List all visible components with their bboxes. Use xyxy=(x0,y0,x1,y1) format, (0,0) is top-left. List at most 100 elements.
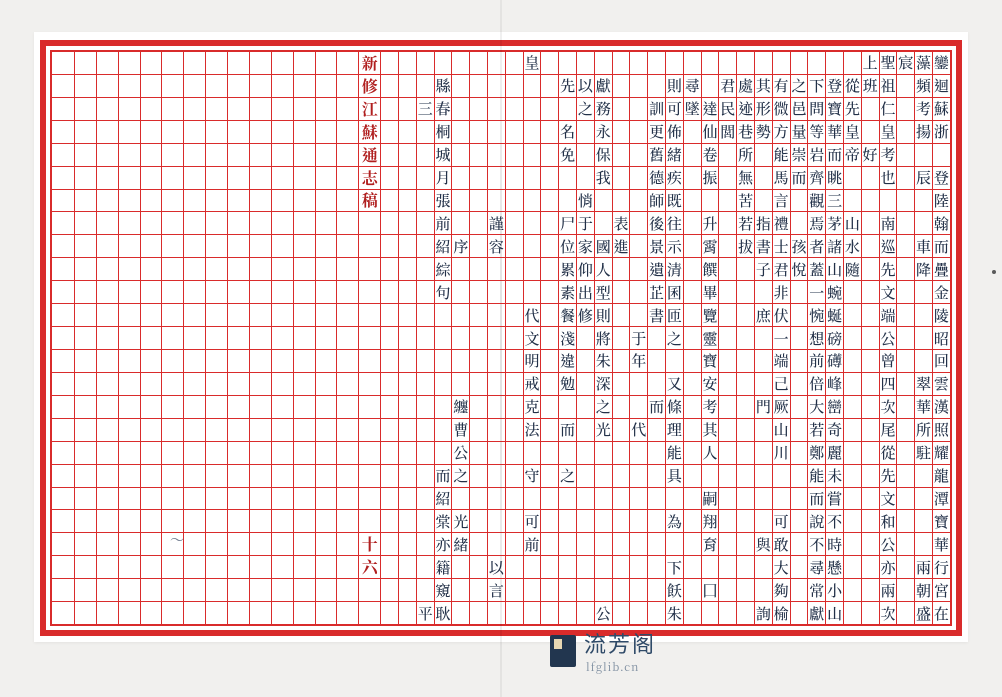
grid-cell xyxy=(97,121,118,144)
grid-cell xyxy=(897,510,914,533)
grid-cell xyxy=(488,75,505,98)
grid-cell xyxy=(75,350,96,373)
grid-cell xyxy=(915,281,932,304)
grid-cell xyxy=(294,419,315,442)
grid-cell: 疾 xyxy=(666,167,683,190)
artifact-dot xyxy=(992,270,996,274)
grid-cell xyxy=(470,327,487,350)
grid-cell xyxy=(294,373,315,396)
grid-cell xyxy=(399,602,416,624)
text-column: 表進 xyxy=(612,52,630,624)
grid-cell xyxy=(206,442,227,465)
grid-cell: 之 xyxy=(452,465,469,488)
grid-cell: 藻 xyxy=(915,52,932,75)
grid-cell xyxy=(897,419,914,442)
grid-cell: 尋 xyxy=(808,556,825,579)
grid-cell: 耿 xyxy=(435,602,452,624)
grid-cell xyxy=(648,510,665,533)
grid-cell xyxy=(97,235,118,258)
grid-cell xyxy=(316,419,337,442)
grid-cell xyxy=(737,465,754,488)
grid-cell xyxy=(417,212,434,235)
grid-cell xyxy=(684,602,701,624)
grid-cell: 疊 xyxy=(933,258,950,281)
footer-watermark: 流芳阁 lfglib.cn xyxy=(550,627,656,675)
grid-cell xyxy=(541,465,558,488)
grid-cell xyxy=(613,281,630,304)
grid-cell: 不 xyxy=(826,510,843,533)
grid-cell xyxy=(337,442,358,465)
grid-cell xyxy=(228,350,249,373)
grid-cell xyxy=(206,419,227,442)
grid-cell xyxy=(381,144,398,167)
grid-cell xyxy=(488,419,505,442)
grid-cell: 尸 xyxy=(559,212,576,235)
grid-cell xyxy=(381,602,398,624)
grid-cell xyxy=(399,304,416,327)
grid-cell xyxy=(470,373,487,396)
grid-cell xyxy=(52,396,74,419)
grid-cell xyxy=(75,52,96,75)
grid-cell xyxy=(719,602,736,624)
grid-cell xyxy=(541,235,558,258)
grid-cell xyxy=(184,304,205,327)
grid-cell xyxy=(684,121,701,144)
grid-cell xyxy=(97,556,118,579)
grid-cell xyxy=(316,488,337,511)
grid-cell xyxy=(250,52,271,75)
grid-cell xyxy=(862,488,879,511)
grid-cell xyxy=(316,556,337,579)
grid-cell xyxy=(897,235,914,258)
grid-cell: 形 xyxy=(755,98,772,121)
grid-cell xyxy=(337,75,358,98)
grid-cell xyxy=(399,488,416,511)
grid-cell xyxy=(119,602,140,624)
grid-cell xyxy=(844,167,861,190)
grid-cell xyxy=(719,190,736,213)
grid-cell xyxy=(294,510,315,533)
grid-cell xyxy=(75,327,96,350)
grid-cell xyxy=(52,258,74,281)
grid-cell xyxy=(399,510,416,533)
text-column: 達仙卷振升霄饌畢覽靈寶安考其人嗣翔育囗 xyxy=(701,52,719,624)
grid-cell xyxy=(399,190,416,213)
empty-column xyxy=(249,52,271,624)
grid-cell xyxy=(250,258,271,281)
grid-cell xyxy=(470,465,487,488)
grid-cell xyxy=(613,419,630,442)
grid-cell xyxy=(488,510,505,533)
grid-cell xyxy=(97,488,118,511)
grid-cell xyxy=(702,190,719,213)
grid-cell xyxy=(470,442,487,465)
grid-cell xyxy=(470,167,487,190)
grid-cell: 書 xyxy=(755,235,772,258)
text-column: 鑾迴蘇浙登陸翰而疊金陵昭回雲漢照耀龍潭寶華行宮在 xyxy=(932,52,950,624)
grid-cell: 從 xyxy=(844,75,861,98)
grid-cell: 墜 xyxy=(684,98,701,121)
grid-cell xyxy=(399,533,416,556)
grid-cell xyxy=(435,327,452,350)
grid-cell xyxy=(206,556,227,579)
grid-cell xyxy=(294,212,315,235)
grid-cell xyxy=(381,190,398,213)
grid-cell xyxy=(630,190,647,213)
grid-cell: 于 xyxy=(577,212,594,235)
grid-cell: 辰 xyxy=(915,167,932,190)
grid-cell xyxy=(119,258,140,281)
grid-cell: 而 xyxy=(435,465,452,488)
grid-cell: 己 xyxy=(773,373,790,396)
grid-cell xyxy=(630,602,647,624)
grid-cell xyxy=(559,190,576,213)
grid-cell: 明 xyxy=(524,350,541,373)
grid-cell xyxy=(162,419,183,442)
grid-cell xyxy=(435,373,452,396)
grid-cell xyxy=(294,258,315,281)
grid-cell xyxy=(488,373,505,396)
grid-cell xyxy=(435,350,452,373)
grid-cell xyxy=(452,350,469,373)
grid-cell xyxy=(272,350,293,373)
grid-cell xyxy=(250,510,271,533)
grid-cell: 進 xyxy=(613,235,630,258)
grid-cell xyxy=(488,602,505,624)
grid-cell: 囷 xyxy=(666,281,683,304)
